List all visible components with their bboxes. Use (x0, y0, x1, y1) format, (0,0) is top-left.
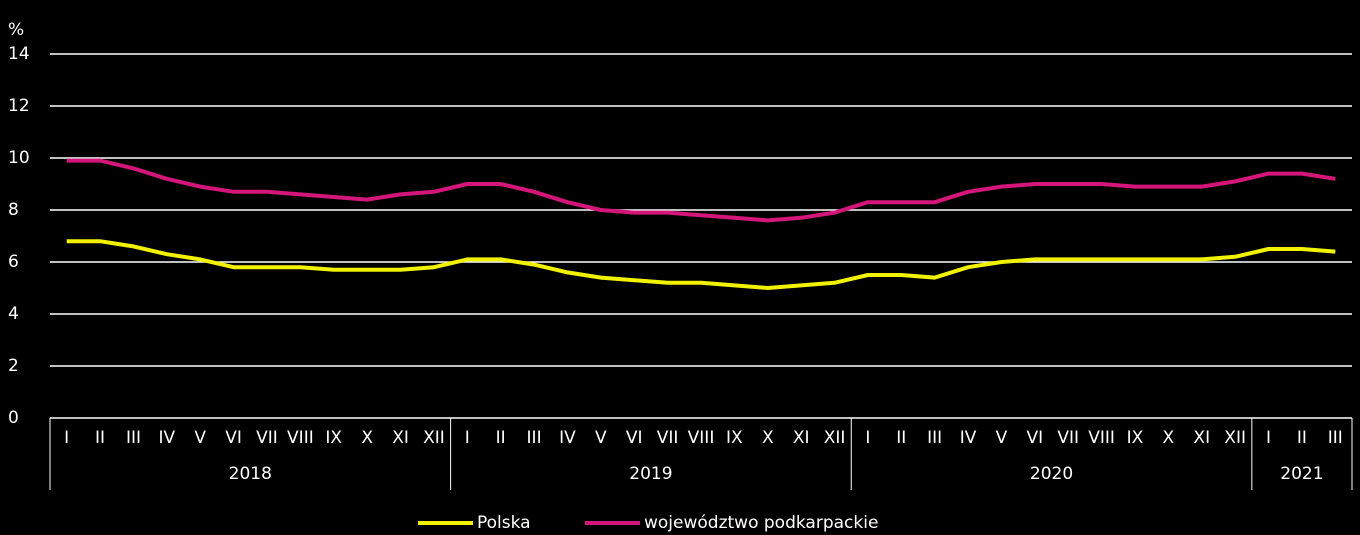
x-tick-label: II (496, 428, 506, 448)
x-tick-label: II (95, 428, 105, 448)
x-tick-label: XI (793, 428, 810, 448)
x-tick-label: II (896, 428, 906, 448)
x-tick-label: IV (960, 428, 977, 448)
series-line (66, 158, 1336, 223)
group-label: 2019 (629, 464, 672, 484)
x-tick-label: VI (626, 428, 643, 448)
x-tick-label: VIII (287, 428, 314, 448)
x-tick-label: X (762, 428, 774, 448)
x-tick-label: IV (159, 428, 176, 448)
x-tick-label: III (126, 428, 141, 448)
x-tick-label: V (996, 428, 1008, 448)
x-tick-label: IV (559, 428, 576, 448)
x-tick-label: IX (1127, 428, 1144, 448)
y-tick-label: 2 (8, 356, 19, 376)
x-tick-label: VI (225, 428, 242, 448)
x-tick-label: VII (1057, 428, 1079, 448)
x-tick-label: VIII (688, 428, 715, 448)
y-tick-label: 0 (8, 408, 19, 428)
series-line (66, 239, 1336, 290)
x-tick-label: I (1266, 428, 1271, 448)
y-tick-label: 10 (8, 148, 30, 168)
x-tick-label: III (527, 428, 542, 448)
legend-label: województwo podkarpackie (644, 513, 878, 533)
x-tick-label: II (1297, 428, 1307, 448)
x-tick-label: I (865, 428, 870, 448)
x-tick-label: XI (392, 428, 409, 448)
x-tick-label: IX (325, 428, 342, 448)
y-axis-label: % (8, 20, 24, 40)
group-label: 2021 (1280, 464, 1323, 484)
group-label: 2018 (229, 464, 272, 484)
x-tick-label: V (595, 428, 607, 448)
y-tick-label: 6 (8, 252, 19, 272)
y-tick-label: 12 (8, 96, 30, 116)
x-tick-label: XII (423, 428, 445, 448)
legend-label: Polska (477, 513, 531, 533)
x-tick-label: VIII (1088, 428, 1115, 448)
x-tick-label: X (361, 428, 373, 448)
x-tick-label: X (1163, 428, 1175, 448)
x-tick-label: I (64, 428, 69, 448)
x-tick-label: VII (256, 428, 278, 448)
x-tick-label: III (1328, 428, 1343, 448)
x-tick-label: XI (1193, 428, 1210, 448)
x-tick-label: VII (657, 428, 679, 448)
x-tick-label: V (194, 428, 206, 448)
x-tick-label: XII (1224, 428, 1246, 448)
y-tick-label: 8 (8, 200, 19, 220)
x-tick-label: I (465, 428, 470, 448)
x-tick-label: III (927, 428, 942, 448)
x-tick-label: VI (1027, 428, 1044, 448)
y-tick-label: 14 (8, 44, 30, 64)
x-tick-label: XII (824, 428, 846, 448)
x-tick-label: IX (726, 428, 743, 448)
group-label: 2020 (1030, 464, 1073, 484)
y-tick-label: 4 (8, 304, 19, 324)
